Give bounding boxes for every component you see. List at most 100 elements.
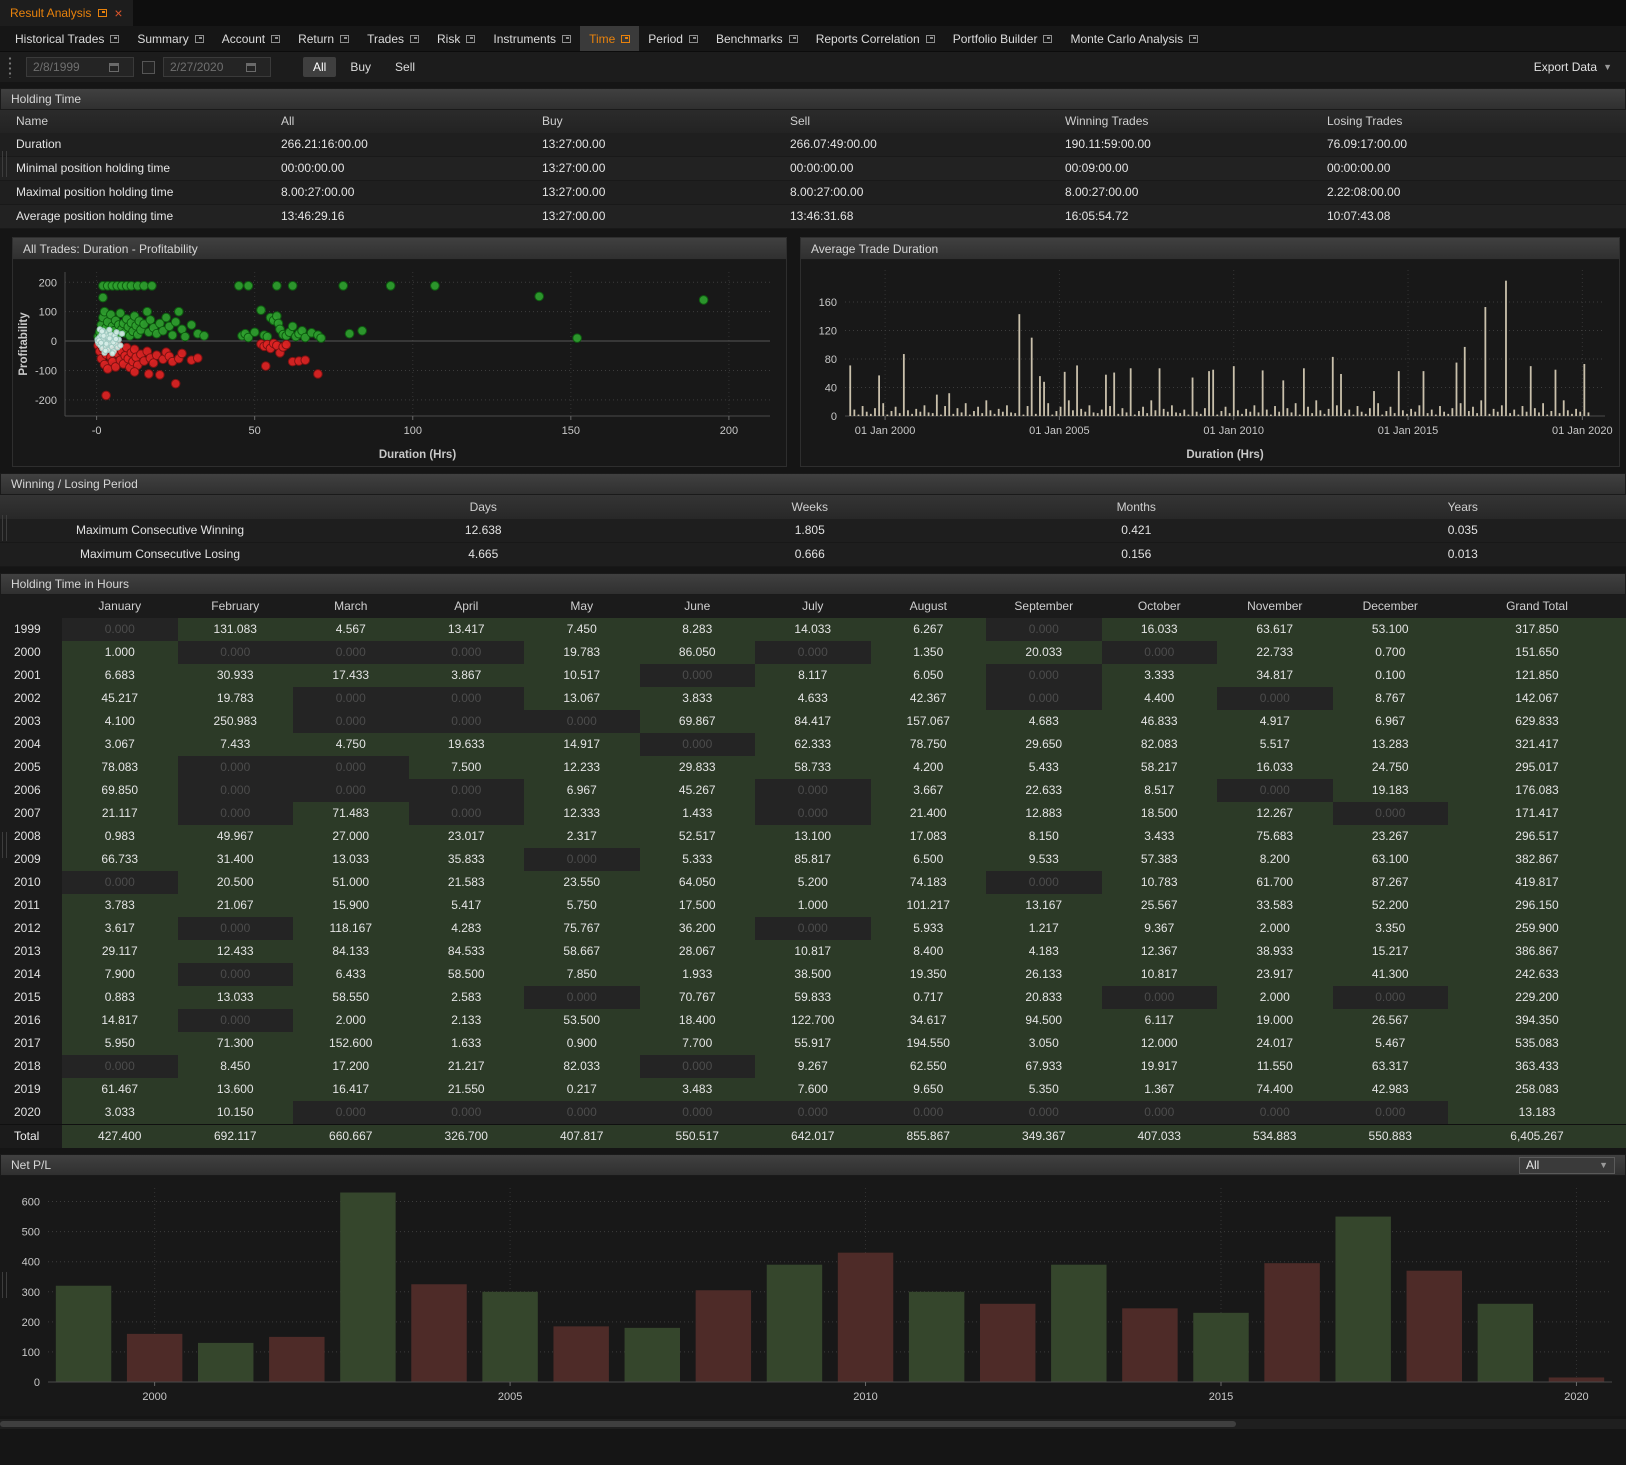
year-row: 2000 1.000 0.000 0.000 0.000 19.783 86.050 0.00… <box>0 641 1626 664</box>
svg-text:0: 0 <box>51 336 57 348</box>
drag-handle-icon[interactable] <box>8 56 12 78</box>
toolbar: All Buy Sell Export Data ▼ <box>0 52 1626 82</box>
export-data-label: Export Data <box>1533 60 1598 74</box>
holding-time-table: Name All Buy Sell Winning Trades Losing Trade… <box>0 110 1626 229</box>
scatter-panel-header: All Trades: Duration - Profitability <box>13 238 786 260</box>
holding-hours-header: Holding Time in Hours <box>0 573 1626 595</box>
tab-summary[interactable]: Summary <box>128 26 212 51</box>
document-tab[interactable]: Result Analysis × <box>0 0 133 26</box>
export-data-button[interactable]: Export Data ▼ <box>1534 60 1612 74</box>
holding-time-header: Holding Time <box>0 88 1626 110</box>
table-row: Maximum Consecutive Losing 4.665 0.666 0.15… <box>0 543 1626 567</box>
date-from-box <box>26 57 134 77</box>
panel-title: Average Trade Duration <box>811 241 939 256</box>
table-row: Duration 266.21:16:00.00 13:27:00.00 266.07… <box>0 133 1626 157</box>
average-trade-duration-chart: 0 40 80 120 160 01 Jan 2000 01 Jan 2005 01 Jan … <box>801 260 1619 466</box>
table-row: Minimal position holding time 00:00:00.00… <box>0 157 1626 181</box>
year-row: 2014 7.900 0.000 6.433 58.500 7.850 1.933 38.50… <box>0 963 1626 986</box>
svg-text:0: 0 <box>34 1377 40 1389</box>
popout-icon <box>1189 34 1199 43</box>
popout-icon <box>621 34 631 43</box>
svg-text:500: 500 <box>22 1227 40 1239</box>
date-from-input[interactable] <box>33 60 103 74</box>
popout-icon <box>466 34 476 43</box>
popout-icon <box>688 34 698 43</box>
year-row: 2001 6.683 30.933 17.433 3.867 10.517 0.000 8.1… <box>0 664 1626 687</box>
duration-profitability-panel: All Trades: Duration - Profitability 200… <box>12 237 787 467</box>
filter-all[interactable]: All <box>303 57 337 77</box>
year-row: 2019 61.467 13.600 16.417 21.550 0.217 3.483 7.… <box>0 1078 1626 1101</box>
tab-account[interactable]: Account <box>213 26 289 51</box>
netpl-scope-dropdown[interactable]: All ▼ <box>1519 1156 1615 1174</box>
scrollbar-thumb[interactable] <box>0 1421 1236 1427</box>
months-header-row: January February March April May June July Augu… <box>0 595 1626 618</box>
svg-text:0: 0 <box>831 411 837 423</box>
svg-text:2020: 2020 <box>1564 1391 1588 1403</box>
svg-text:100: 100 <box>404 425 422 437</box>
tab-monte-carlo-analysis[interactable]: Monte Carlo Analysis <box>1061 26 1207 51</box>
filter-sell[interactable]: Sell <box>395 60 416 74</box>
holding-time-section: Holding Time Name All Buy Sell Winning Trade… <box>0 88 1626 229</box>
tab-risk[interactable]: Risk <box>428 26 484 51</box>
svg-text:2000: 2000 <box>142 1391 166 1403</box>
winning-losing-section: Winning / Losing Period Days Weeks Months Y… <box>0 473 1626 567</box>
year-row: 2002 45.217 19.783 0.000 0.000 13.067 3.833 4.6… <box>0 687 1626 710</box>
date-to-input[interactable] <box>170 60 240 74</box>
close-icon[interactable]: × <box>114 5 123 21</box>
holding-time-table-head: Name All Buy Sell Winning Trades Losing Trade… <box>0 110 1626 133</box>
panel-title: All Trades: Duration - Profitability <box>23 241 198 256</box>
popout-icon <box>271 34 281 43</box>
svg-text:200: 200 <box>22 1317 40 1329</box>
winning-losing-table-head: Days Weeks Months Years <box>0 495 1626 519</box>
svg-text:01 Jan 2020: 01 Jan 2020 <box>1552 425 1613 437</box>
col-header: Sell <box>790 114 811 128</box>
year-row: 2009 66.733 31.400 13.033 35.833 0.000 5.333 85… <box>0 848 1626 871</box>
table-row: Average position holding time 13:46:29.16… <box>0 205 1626 229</box>
year-row: 2005 78.083 0.000 0.000 7.500 12.233 29.833 58.… <box>0 756 1626 779</box>
charts-row: All Trades: Duration - Profitability 200… <box>0 229 1626 467</box>
tab-benchmarks[interactable]: Benchmarks <box>707 26 807 51</box>
col-header: All <box>281 114 295 128</box>
svg-text:01 Jan 2005: 01 Jan 2005 <box>1029 425 1090 437</box>
calendar-icon[interactable] <box>246 62 256 72</box>
holding-hours-section: Holding Time in Hours January February Mar… <box>0 573 1626 1148</box>
tab-time[interactable]: Time <box>580 26 640 51</box>
chevron-down-icon: ▼ <box>1603 62 1612 72</box>
horizontal-scrollbar[interactable] <box>0 1419 1626 1429</box>
tab-historical-trades[interactable]: Historical Trades <box>6 26 128 51</box>
popout-icon <box>562 34 572 43</box>
duration-profitability-chart: 200 100 0 -100 -200 -0 50 100 150 200 Duration (Hr… <box>13 260 786 466</box>
table-row: Maximal position holding time 8.00:27:00.… <box>0 181 1626 205</box>
filter-buy[interactable]: Buy <box>350 60 372 74</box>
col-header: Months <box>1116 499 1156 514</box>
svg-text:40: 40 <box>825 383 837 395</box>
svg-text:-100: -100 <box>35 365 57 377</box>
chevron-down-icon: ▼ <box>1599 1160 1608 1170</box>
tab-portfolio-builder[interactable]: Portfolio Builder <box>944 26 1062 51</box>
col-header: Weeks <box>791 499 828 514</box>
tab-period[interactable]: Period <box>639 26 707 51</box>
tab-trades[interactable]: Trades <box>358 26 428 51</box>
section-title: Winning / Losing Period <box>11 477 138 491</box>
document-title: Result Analysis <box>10 6 92 20</box>
tab-instruments[interactable]: Instruments <box>484 26 580 51</box>
module-tabs: Historical Trades Summary Account Return Tra… <box>0 26 1626 52</box>
table-row: Maximum Consecutive Winning 12.638 1.805 0.… <box>0 519 1626 543</box>
svg-text:01 Jan 2000: 01 Jan 2000 <box>855 425 916 437</box>
svg-text:300: 300 <box>22 1287 40 1299</box>
year-row: 2013 29.117 12.433 84.133 84.533 58.667 28.067… <box>0 940 1626 963</box>
date-range-checkbox[interactable] <box>142 60 155 74</box>
year-row: 2004 3.067 7.433 4.750 19.633 14.917 0.000 62.3… <box>0 733 1626 756</box>
popout-icon <box>194 34 204 43</box>
popout-icon <box>788 34 798 43</box>
svg-text:50: 50 <box>249 425 261 437</box>
tab-reports-correlation[interactable]: Reports Correlation <box>807 26 944 51</box>
holding-time-table-body: Duration 266.21:16:00.00 13:27:00.00 266.07… <box>0 133 1626 229</box>
popout-icon <box>110 34 120 43</box>
col-header: Name <box>16 114 49 128</box>
calendar-icon[interactable] <box>109 62 119 72</box>
svg-text:200: 200 <box>720 425 738 437</box>
svg-text:-200: -200 <box>35 395 57 407</box>
tab-return[interactable]: Return <box>289 26 358 51</box>
year-row: 2010 0.000 20.500 51.000 21.583 23.550 64.050 5… <box>0 871 1626 894</box>
